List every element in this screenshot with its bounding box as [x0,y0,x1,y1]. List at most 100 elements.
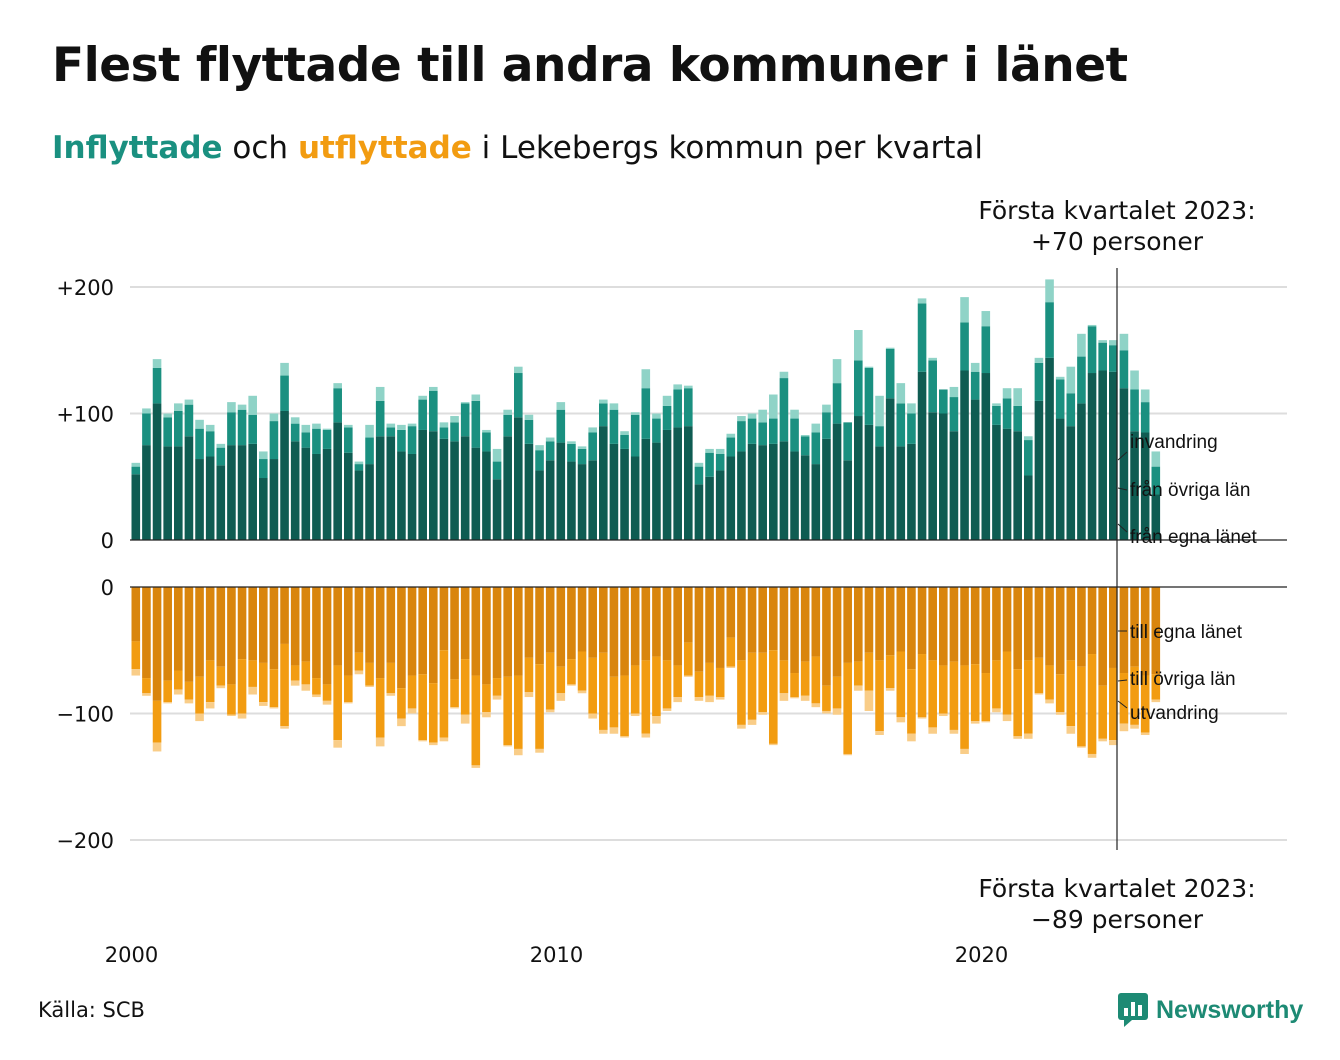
utflyttade-bar-0 [800,587,810,662]
utflyttade-bar-1 [758,652,767,713]
utflyttade-bar-1 [567,659,576,685]
inflyttade-bar-0 [492,479,502,540]
inflyttade-bar-1 [365,437,374,465]
utflyttade-bar-1 [662,660,672,709]
inflyttade-bar-1 [726,437,736,457]
inflyttade-bar-2 [854,330,863,361]
inflyttade-bar-1 [758,422,767,446]
utflyttade-bar-2 [843,753,852,756]
utflyttade-bar-0 [375,587,385,679]
utflyttade-bar-1 [588,657,597,714]
inflyttade-bar-1 [375,400,385,437]
utflyttade-bar-0 [737,587,746,661]
inflyttade-bar-2 [652,413,661,419]
series-labels: invandring från övriga län från egna län… [1130,432,1257,724]
utflyttade-bar-2 [599,729,608,734]
inflyttade-bar-1 [333,388,342,423]
utflyttade-bar-1 [237,659,247,714]
inflyttade-bar-1 [439,427,449,439]
utflyttade-bar-1 [1045,665,1054,700]
inflyttade-bar-1 [599,403,608,427]
utflyttade-bar-2 [567,684,576,686]
utflyttade-bar-1 [460,659,470,715]
utflyttade-bar-0 [471,587,481,676]
inflyttade-bar-2 [301,424,311,433]
inflyttade-bar-2 [694,462,704,467]
utflyttade-bar-2 [482,712,491,718]
x-tick-label: 2020 [955,943,1008,967]
inflyttade-bar-1 [1045,302,1054,358]
utflyttade-bar-0 [620,587,629,676]
utflyttade-bar-1 [354,652,364,671]
inflyttade-bar-1 [227,412,236,446]
utflyttade-bar-1 [620,675,629,737]
utflyttade-bar-1 [1013,669,1022,737]
utflyttade-bar-0 [1098,587,1107,686]
inflyttade-bar-1 [322,429,332,449]
utflyttade-bar-0 [237,587,247,660]
inflyttade-bar-1 [174,410,183,447]
inflyttade-bar-0 [1013,431,1022,540]
utflyttade-bar-1 [939,665,948,714]
inflyttade-bar-1 [811,432,821,465]
utflyttade-bar-0 [843,587,852,663]
utflyttade-bar-0 [907,587,916,670]
inflyttade-bar-2 [514,366,523,374]
utflyttade-bar-1 [407,675,417,709]
utflyttade-bar-2 [822,710,831,714]
utflyttade-bar-2 [195,713,204,722]
utflyttade-bar-2 [492,695,502,700]
inflyttade-bar-1 [1055,379,1065,419]
utflyttade-bar-2 [354,670,364,675]
utflyttade-bar-0 [514,587,523,676]
inflyttade-bar-1 [609,409,619,444]
utflyttade-bar-1 [599,652,608,730]
inflyttade-bar-1 [779,378,789,442]
utflyttade-bar-2 [1130,724,1139,729]
utflyttade-bar-2 [174,689,183,695]
utflyttade-bar-0 [960,587,969,666]
utflyttade-bar-1 [630,665,640,714]
utflyttade-bar-2 [301,684,311,691]
utflyttade-bar-0 [1130,587,1139,667]
utflyttade-bar-1 [737,660,746,725]
inflyttade-bar-1 [1087,326,1097,374]
inflyttade-bar-0 [1130,431,1139,540]
inflyttade-bar-0 [609,443,619,540]
inflyttade-bar-0 [620,448,629,540]
inflyttade-bar-0 [524,443,534,540]
inflyttade-bar-1 [269,421,279,460]
utflyttade-bar-2 [163,702,172,704]
utflyttade-bar-1 [1066,660,1076,727]
y-tick-label-bottom: −200 [56,829,114,853]
inflyttade-bar-2 [747,413,757,419]
inflyttade-bar-0 [939,413,948,540]
inflyttade-bar-1 [1119,350,1129,389]
inflyttade-bar-0 [726,456,736,540]
inflyttade-bar-0 [184,436,194,540]
subtitle-och: och [222,130,298,166]
inflyttade-bar-1 [503,414,512,437]
inflyttade-bar-1 [301,432,311,448]
ticks-layer: 0 +100 +200 0 −100 −200 2000 2010 2020 [56,276,1008,967]
inflyttade-bar-1 [1130,389,1139,432]
inflyttade-bar-0 [471,447,481,540]
inflyttade-bar-2 [184,399,194,405]
inflyttade-bar-0 [981,373,991,540]
inflyttade-bar-1 [471,400,481,448]
utflyttade-bar-2 [769,743,778,746]
inflyttade-bar-1 [312,428,321,454]
utflyttade-bar-1 [397,688,406,719]
inflyttade-bar-0 [269,459,279,540]
inflyttade-bar-1 [939,389,948,414]
utflyttade-bar-0 [779,587,789,661]
utflyttade-bar-1 [184,681,194,700]
utflyttade-bar-2 [577,690,587,694]
inflyttade-bar-2 [482,429,491,433]
newsworthy-logo-icon [1118,993,1148,1027]
source-note: Källa: SCB [38,998,145,1022]
inflyttade-bar-1 [131,466,141,475]
label-fran-ovriga-lan: från övriga län [1130,480,1250,501]
utflyttade-bar-1 [875,660,884,732]
utflyttade-bar-2 [216,685,226,689]
